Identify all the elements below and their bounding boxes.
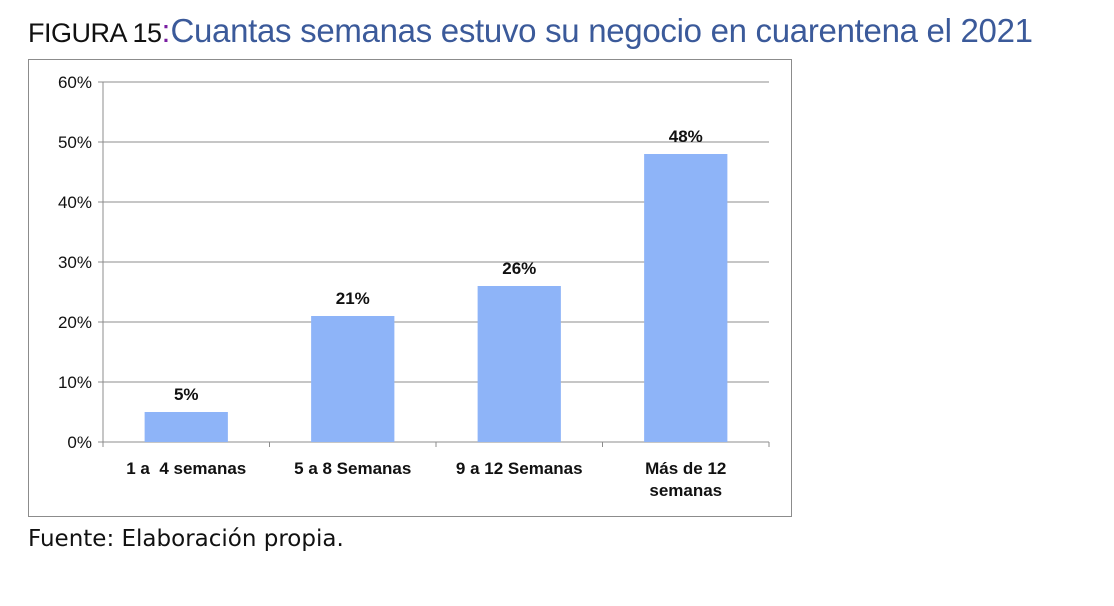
bar-chart: 0% 10% 20% 30% 40% 50% 60% 5% 1 a 4 semanas 21% 5 … bbox=[58, 73, 770, 500]
chart-frame: 0% 10% 20% 30% 40% 50% 60% 5% 1 a 4 semanas 21% 5 … bbox=[28, 59, 792, 517]
data-label: 48% bbox=[669, 127, 703, 146]
bar bbox=[477, 286, 561, 442]
data-label: 5% bbox=[174, 385, 199, 404]
bar bbox=[311, 316, 395, 442]
y-tick-label: 20% bbox=[58, 313, 92, 332]
figure-number: FIGURA 15 bbox=[28, 18, 162, 48]
y-tick-label: 50% bbox=[58, 133, 92, 152]
x-tick-label: semanas bbox=[649, 481, 722, 500]
y-tick-label: 10% bbox=[58, 373, 92, 392]
y-tick-label: 30% bbox=[58, 253, 92, 272]
figure-title-separator: : bbox=[161, 13, 171, 49]
figure-title: FIGURA 15:Cuantas semanas estuvo su nego… bbox=[28, 14, 1033, 47]
bar bbox=[644, 154, 728, 442]
x-tick-label: Más de 12 bbox=[645, 459, 726, 478]
bar bbox=[144, 412, 228, 442]
y-tick-label: 0% bbox=[67, 433, 92, 452]
figure-heading: Cuantas semanas estuvo su negocio en cua… bbox=[170, 12, 1033, 49]
data-label: 21% bbox=[336, 289, 370, 308]
y-tick-label: 40% bbox=[58, 193, 92, 212]
x-tick-label: 9 a 12 Semanas bbox=[456, 459, 583, 478]
x-tick-label: 5 a 8 Semanas bbox=[294, 459, 411, 478]
data-label: 26% bbox=[502, 259, 536, 278]
y-tick-label: 60% bbox=[58, 73, 92, 92]
source-note: Fuente: Elaboración propia. bbox=[28, 526, 344, 552]
x-tick-label: 1 a 4 semanas bbox=[126, 459, 246, 478]
